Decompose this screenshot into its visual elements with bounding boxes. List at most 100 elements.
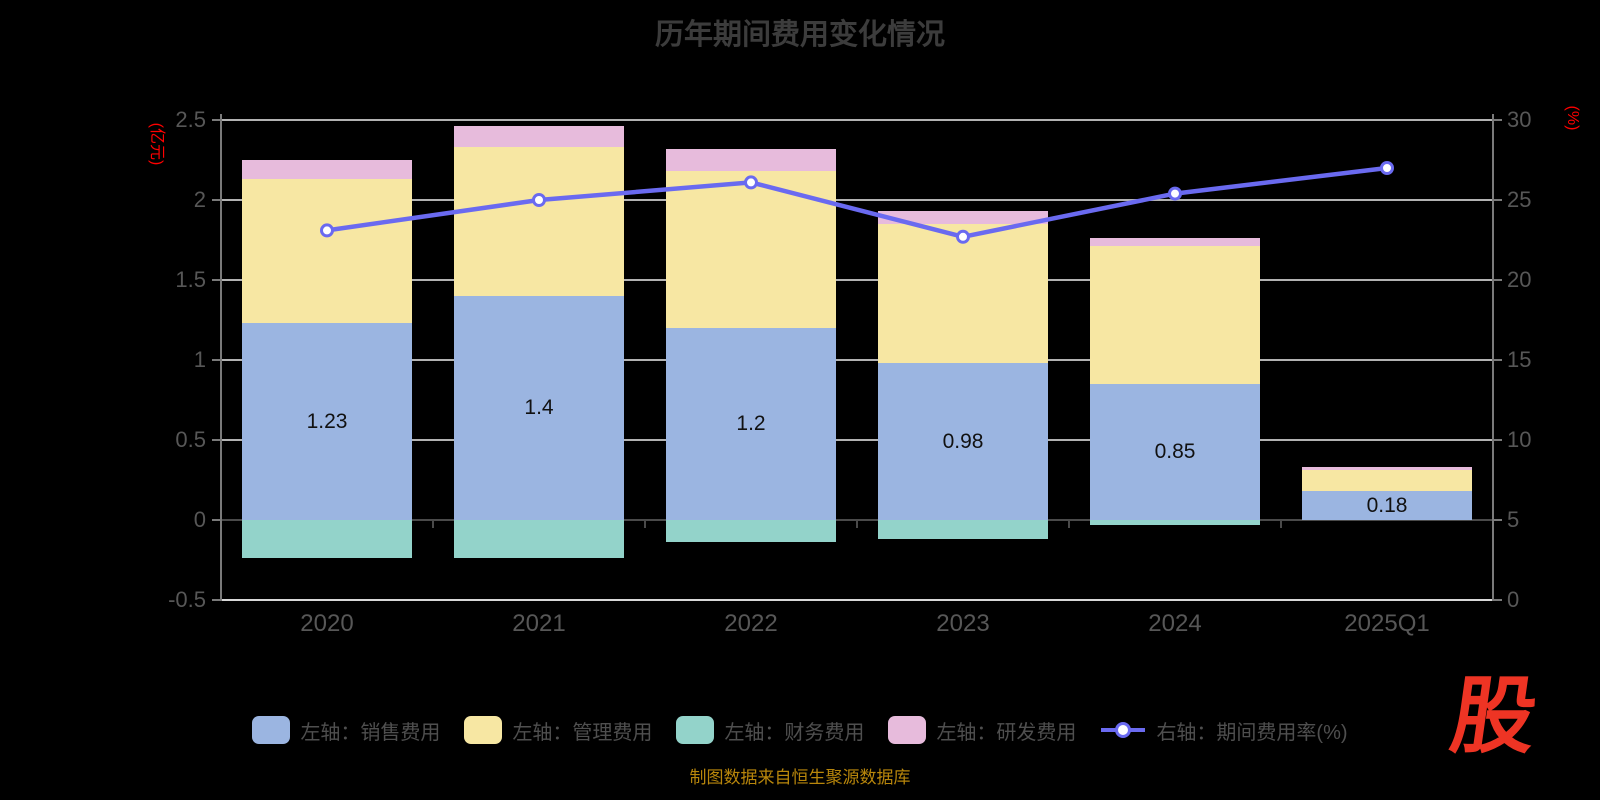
bar-segment[interactable] [666, 148, 836, 172]
bar-segment[interactable] [878, 363, 1048, 520]
left-axis-tick [212, 519, 221, 521]
bar-segment[interactable] [242, 520, 412, 559]
legend-item[interactable]: 左轴：销售费用 [252, 716, 440, 745]
x-axis-label: 2021 [512, 610, 566, 637]
x-axis-label: 2020 [300, 610, 354, 637]
line-point[interactable] [744, 175, 758, 190]
bar-segment[interactable] [1090, 384, 1260, 520]
y-axis-label-left: 1.5 [175, 267, 206, 292]
bar-segment[interactable] [454, 520, 624, 559]
bar-segment[interactable] [1090, 520, 1260, 525]
legend: 左轴：销售费用 左轴：管理费用 左轴：财务费用 左轴：研发费用 右轴：期间费用率(%) [0, 708, 1600, 752]
bar-segment[interactable] [878, 520, 1048, 540]
category-tick [644, 520, 646, 528]
legend-swatch [888, 716, 927, 744]
legend-swatch [464, 716, 503, 744]
legend-label: 左轴：管理费用 [512, 721, 653, 744]
legend-swatch [252, 716, 291, 744]
right-axis-tick [1493, 199, 1502, 201]
bar-segment[interactable] [666, 520, 836, 543]
chart-title: 历年期间费用变化情况 [654, 19, 945, 51]
bar-segment[interactable] [242, 160, 412, 180]
left-axis-tick [212, 599, 221, 601]
bar-segment[interactable] [878, 211, 1048, 224]
y-axis-label-right: 25 [1507, 187, 1532, 212]
legend-label: 左轴：研发费用 [936, 721, 1077, 744]
left-axis-line [220, 114, 222, 601]
bar-value-label: 1.2 [736, 412, 766, 435]
x-axis-label: 2022 [724, 610, 778, 637]
legend-item[interactable]: 右轴：期间费用率(%) [1100, 716, 1348, 745]
right-axis-tick [1493, 279, 1502, 281]
y-axis-label-left: 1 [193, 347, 206, 372]
bar-segment[interactable] [1090, 238, 1260, 247]
bar-value-label: 1.23 [306, 409, 348, 433]
legend-line-marker-icon [1101, 722, 1146, 738]
y-axis-label-left: 2 [193, 187, 206, 212]
y-axis-label-right: 20 [1507, 267, 1532, 292]
line-point[interactable] [532, 193, 546, 207]
right-axis-tick [1493, 359, 1502, 361]
y-axis-label-right: 0 [1507, 587, 1520, 612]
data-source-note: 制图数据来自恒生聚源数据库 [689, 768, 911, 787]
right-axis-tick [1493, 439, 1502, 441]
y-axis-label-right: 5 [1507, 507, 1520, 532]
legend-item[interactable]: 左轴：财务费用 [676, 716, 864, 745]
bar-segment[interactable] [454, 296, 624, 520]
bar-value-label: 0.85 [1154, 440, 1196, 463]
bar-segment[interactable] [242, 323, 412, 520]
line-point[interactable] [320, 223, 334, 238]
left-axis-tick [212, 439, 221, 441]
grid-line [221, 119, 1493, 121]
line-point[interactable] [956, 229, 970, 244]
legend-item[interactable]: 左轴：研发费用 [888, 716, 1076, 745]
left-axis-tick [212, 359, 221, 361]
grid-line-bottom [221, 599, 1493, 601]
bar-segment[interactable] [666, 328, 836, 520]
y-axis-label-left: -0.5 [168, 587, 206, 612]
category-tick [856, 520, 858, 528]
bar-segment[interactable] [1302, 467, 1472, 471]
bar-segment[interactable] [242, 179, 412, 324]
legend-swatch [676, 716, 715, 744]
x-axis-label: 2025Q1 [1344, 610, 1430, 637]
y-axis-label-left: 0 [193, 507, 206, 532]
right-axis-line [1492, 114, 1494, 601]
bar-segment[interactable] [878, 224, 1048, 364]
category-tick [1068, 520, 1070, 528]
bar-value-label: 0.98 [942, 429, 984, 453]
bar-value-label: 0.18 [1366, 493, 1408, 517]
x-axis-label: 2024 [1148, 610, 1202, 637]
left-axis-tick [212, 119, 221, 121]
right-axis-tick [1493, 519, 1502, 521]
bar-value-label: 1.4 [524, 396, 554, 419]
bar-segment[interactable] [1302, 470, 1472, 492]
legend-label: 左轴：财务费用 [724, 721, 865, 744]
right-axis-tick [1493, 119, 1502, 121]
y-axis-label-left: 2.5 [175, 107, 206, 132]
grid-line [221, 359, 1493, 361]
legend-label: 右轴：期间费用率(%) [1156, 721, 1348, 744]
grid-line [221, 279, 1493, 281]
right-axis-tick [1493, 599, 1502, 601]
y-axis-label-right: 15 [1507, 347, 1532, 372]
y-axis-label-right: 30 [1507, 107, 1532, 132]
bar-segment[interactable] [454, 147, 624, 296]
bar-segment[interactable] [1302, 491, 1472, 520]
bar-segment[interactable] [1090, 246, 1260, 384]
grid-line [221, 439, 1493, 441]
legend-item[interactable]: 左轴：管理费用 [464, 716, 652, 745]
line-point[interactable] [1168, 186, 1182, 201]
trend-line[interactable] [326, 165, 1388, 240]
y-axis-label-right: 10 [1507, 427, 1532, 452]
bar-segment[interactable] [454, 126, 624, 148]
category-tick [1280, 520, 1282, 528]
grid-line [221, 199, 1493, 201]
left-axis-tick [212, 279, 221, 281]
line-point[interactable] [1380, 161, 1394, 175]
y-axis-label-left: 0.5 [175, 427, 206, 452]
legend-label: 左轴：销售费用 [300, 721, 441, 744]
